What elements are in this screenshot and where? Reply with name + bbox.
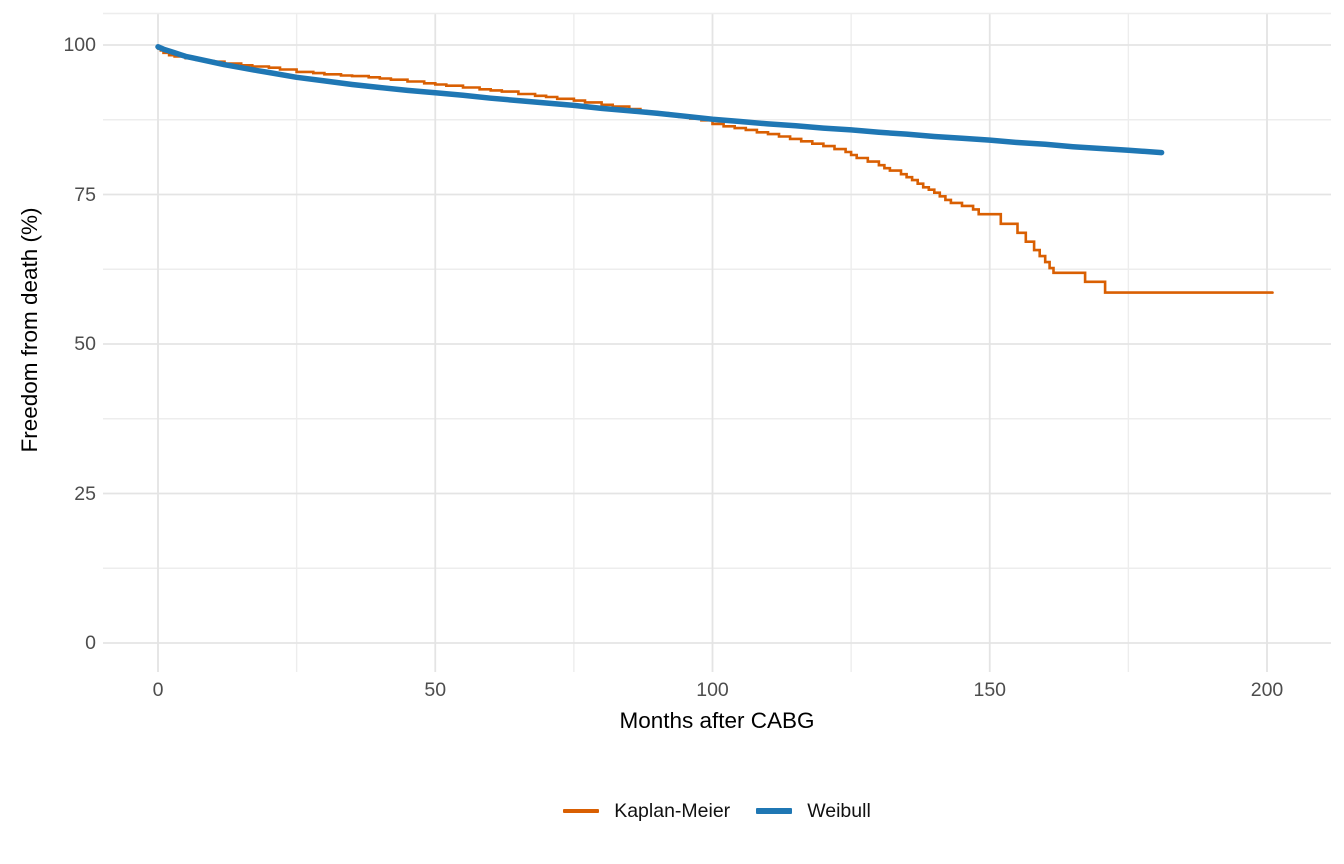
y-tick-label-25: 25 — [74, 482, 96, 505]
curve-weibull — [155, 44, 1165, 156]
y-axis-title: Freedom from death (%) — [17, 207, 42, 453]
x-tick-label-150: 150 — [973, 679, 1007, 701]
x-tick-label-50: 50 — [424, 679, 447, 701]
legend-label: Weibull — [807, 800, 871, 822]
y-tick-label-50: 50 — [74, 333, 96, 355]
x-axis-title: Months after CABG — [619, 708, 815, 733]
legend-item-weibull: Weibull — [756, 799, 871, 823]
legend-line-swatch — [756, 808, 793, 814]
x-tick-label-0: 0 — [152, 679, 164, 701]
y-tick-label-100: 100 — [63, 34, 96, 56]
curve-kaplan-meier — [156, 47, 1274, 294]
legend-line-swatch — [563, 809, 600, 813]
x-tick-label-100: 100 — [696, 679, 729, 701]
legend-label: Kaplan-Meier — [614, 800, 731, 822]
legend-item-kaplan-meier: Kaplan-Meier — [563, 799, 730, 823]
y-tick-label-75: 75 — [74, 183, 96, 206]
x-tick-label-200: 200 — [1250, 679, 1284, 701]
y-tick-label-0: 0 — [85, 632, 96, 654]
legend: Kaplan-Meier Weibull — [103, 798, 1331, 824]
